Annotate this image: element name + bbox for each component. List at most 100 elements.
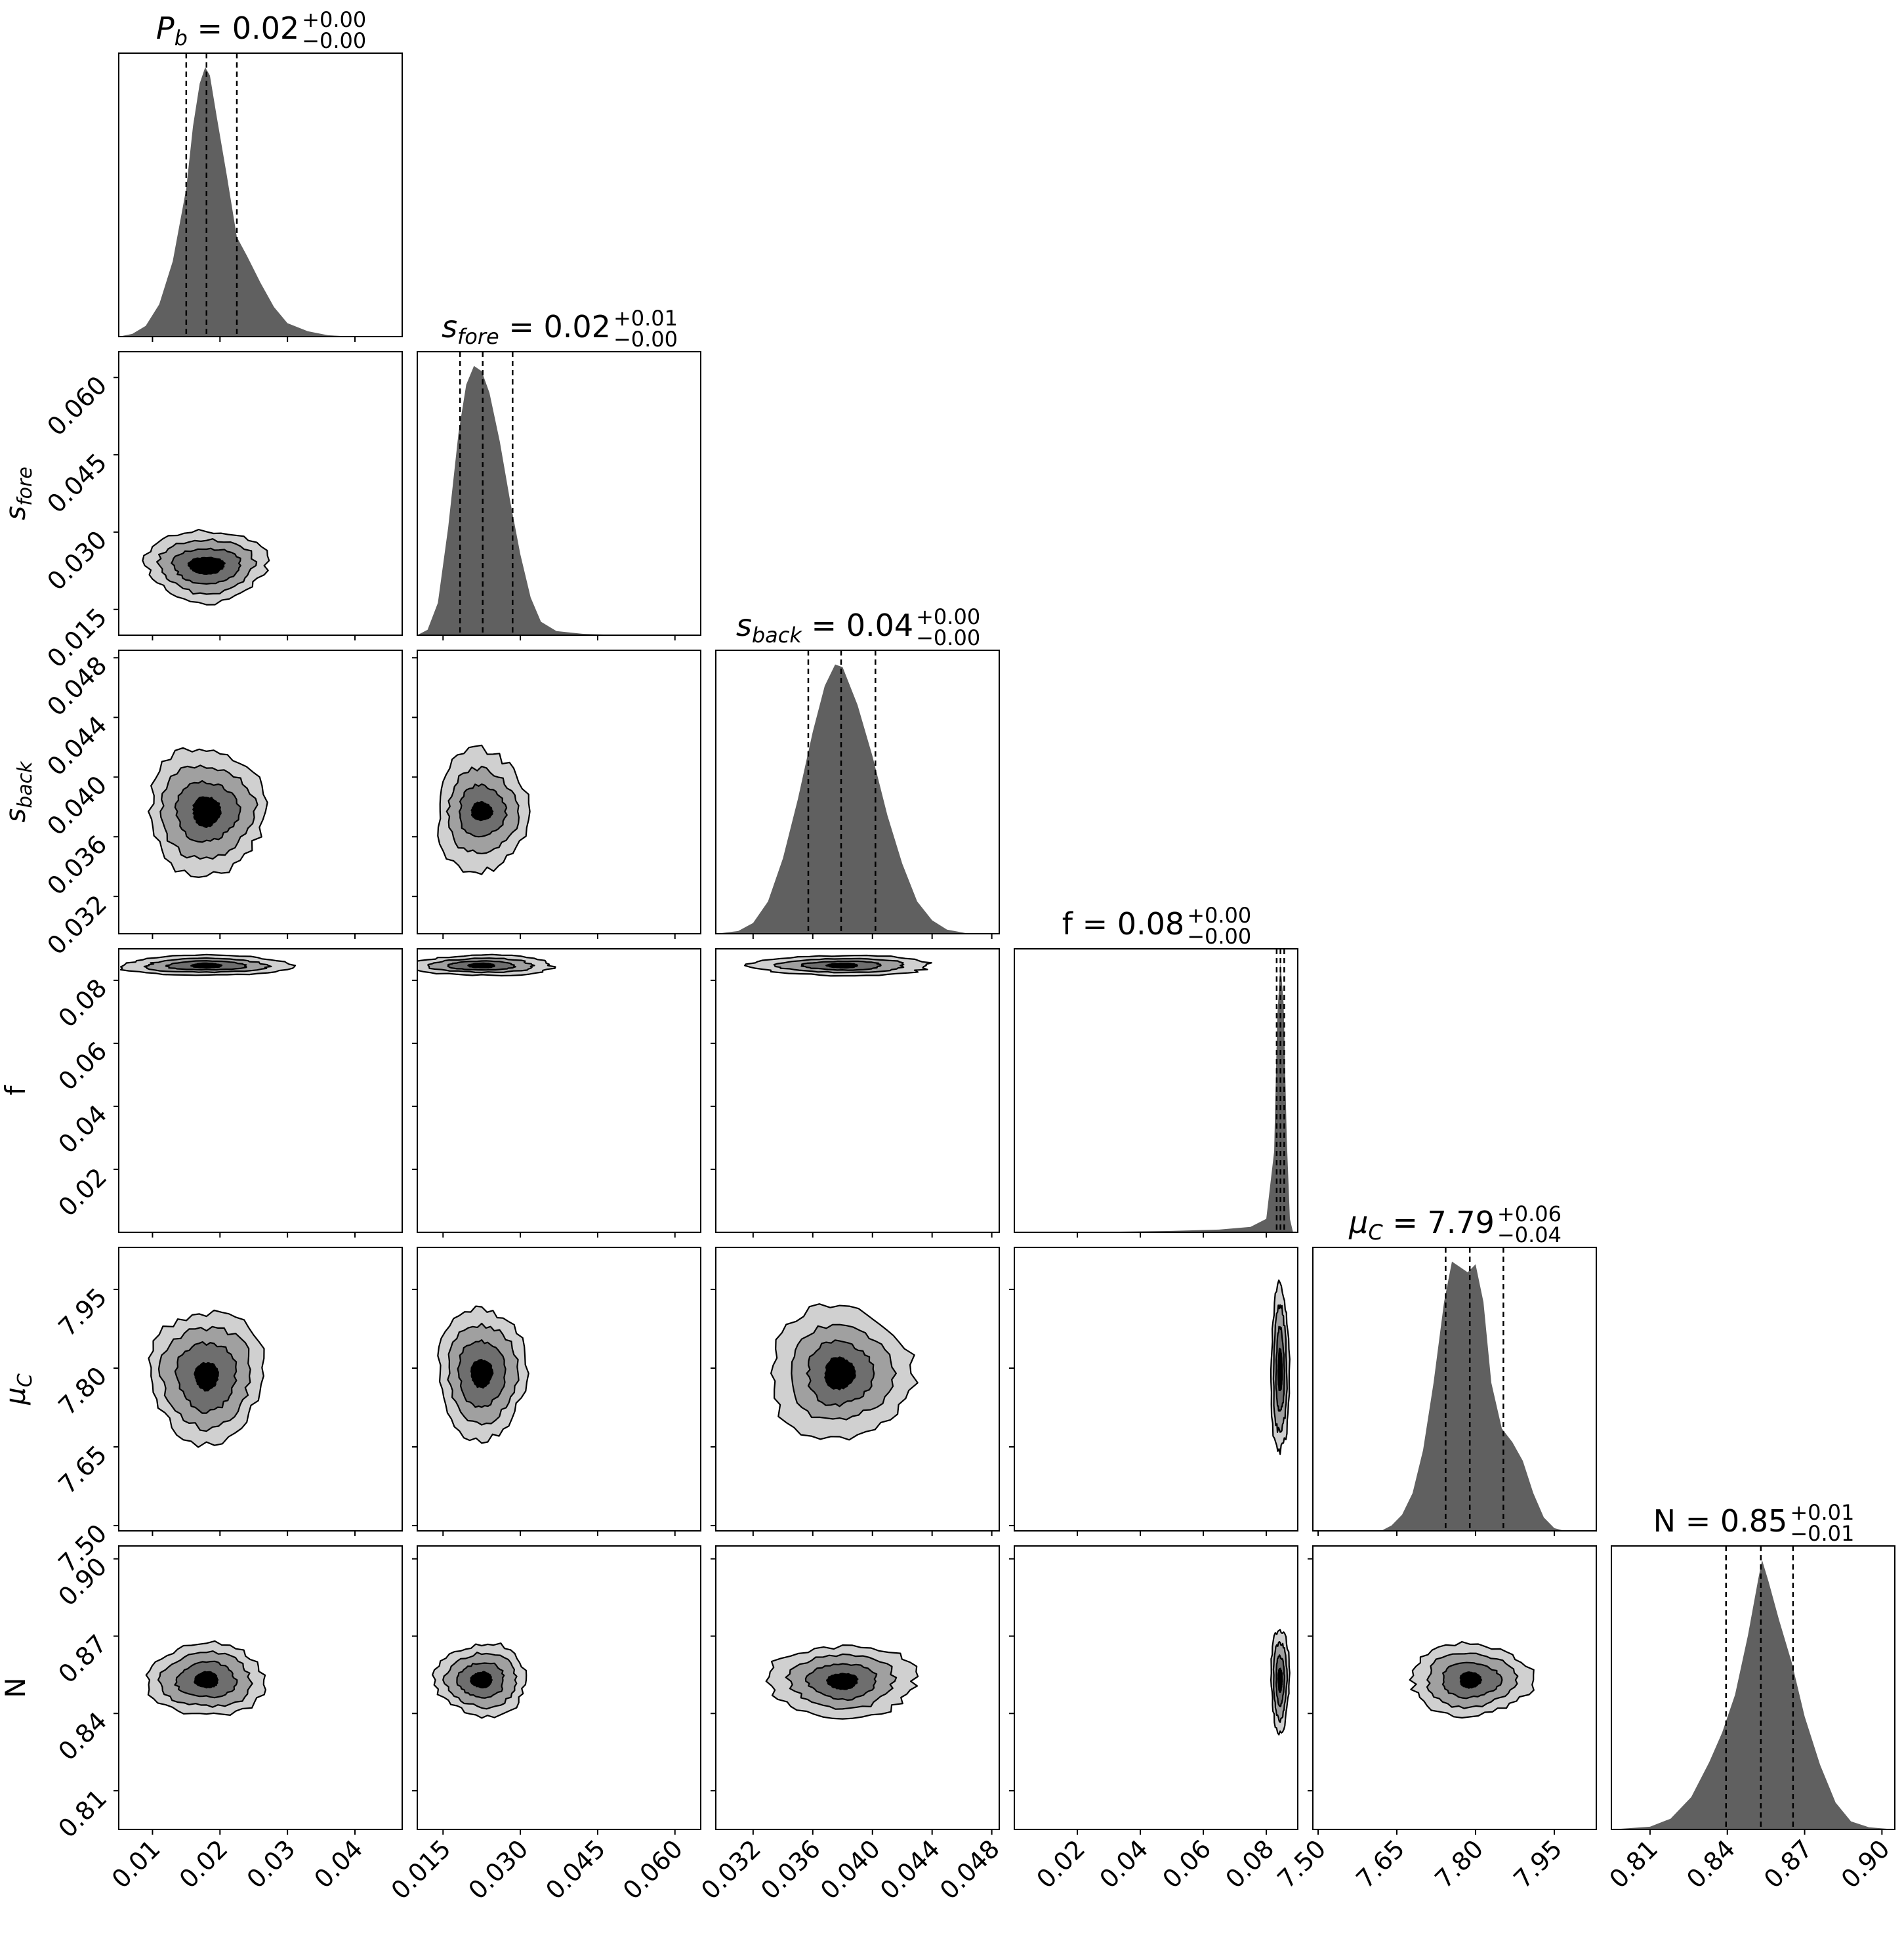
x-axis-label-symbol: μ bbox=[1438, 1935, 1457, 1939]
y-axis-label-subscript: back bbox=[14, 761, 37, 808]
x-tick-label-muc: 7.65 bbox=[1350, 1834, 1410, 1894]
contour-level-4 bbox=[192, 796, 222, 828]
x-tick-label-n: 0.87 bbox=[1758, 1834, 1818, 1894]
panel-content bbox=[744, 954, 932, 977]
panel-content bbox=[1611, 1546, 1895, 1829]
y-axis-label-n: N bbox=[0, 1677, 31, 1698]
title-minus-error: −0.00 bbox=[916, 625, 980, 650]
panel-content bbox=[148, 747, 268, 878]
contour-level-4 bbox=[187, 556, 226, 575]
panel-frame bbox=[1611, 1545, 1895, 1830]
y-axis-label-symbol: s bbox=[0, 808, 31, 823]
x-axis-label-sfore: sfore bbox=[532, 1935, 586, 1939]
title-value: 0.04 bbox=[846, 608, 913, 643]
panel-frame bbox=[417, 1247, 701, 1532]
y-tick-label-sback: 0.040 bbox=[41, 770, 112, 841]
title-param-subscript: C bbox=[1368, 1220, 1383, 1245]
panel-sfore-f bbox=[412, 948, 701, 1238]
x-axis-label-symbol: N bbox=[1743, 1935, 1763, 1939]
panel-content bbox=[1270, 1629, 1291, 1736]
y-axis-label-symbol: s bbox=[0, 506, 31, 520]
panel-frame bbox=[1014, 1545, 1298, 1830]
panel-content bbox=[148, 1309, 265, 1448]
panel-frame bbox=[118, 1545, 403, 1830]
title-minus-error: −0.00 bbox=[302, 28, 366, 53]
title-param-subscript: b bbox=[175, 26, 188, 51]
panel-frame bbox=[715, 1545, 1000, 1830]
panel-content bbox=[1014, 949, 1298, 1232]
histogram-sback bbox=[716, 664, 999, 934]
contour-level-4 bbox=[470, 1358, 494, 1389]
x-axis-label-symbol: f bbox=[1151, 1935, 1162, 1939]
title-value: 0.85 bbox=[1720, 1503, 1787, 1539]
panel-frame bbox=[417, 351, 701, 636]
panel-background bbox=[119, 352, 402, 635]
title-plus-error: +0.01 bbox=[613, 306, 678, 331]
panel-content bbox=[437, 1305, 529, 1444]
x-tick-label-sfore: 0.015 bbox=[386, 1834, 457, 1905]
y-tick-label-sback: 0.044 bbox=[41, 711, 112, 782]
panel-sfore-sback bbox=[412, 650, 701, 939]
x-tick-label-n: 0.84 bbox=[1681, 1834, 1741, 1894]
y-axis-label-symbol: f bbox=[0, 1085, 31, 1095]
histogram-pb bbox=[119, 67, 402, 337]
x-axis-label-muc: μC bbox=[1438, 1935, 1470, 1939]
contour-level-4 bbox=[824, 1356, 856, 1390]
panel-pb-sback bbox=[114, 650, 403, 939]
x-tick-label-sfore: 0.060 bbox=[617, 1834, 688, 1905]
x-axis-label-f: f bbox=[1151, 1935, 1162, 1939]
panel-frame bbox=[118, 1247, 403, 1532]
title-param-symbol: N bbox=[1653, 1503, 1676, 1539]
panel-frame bbox=[1312, 1545, 1597, 1830]
panel-background bbox=[119, 949, 402, 1232]
panel-frame bbox=[118, 650, 403, 934]
title-equals: = bbox=[1676, 1503, 1720, 1539]
title-muc: μC = 7.79 bbox=[1348, 1205, 1495, 1245]
panel-frame bbox=[417, 1545, 701, 1830]
panel-frame bbox=[1312, 1247, 1597, 1532]
y-tick-label-f: 0.04 bbox=[52, 1099, 112, 1159]
x-axis-label-n: N bbox=[1743, 1935, 1763, 1939]
y-tick-label-sback: 0.032 bbox=[41, 889, 112, 960]
title-n: N = 0.85 bbox=[1653, 1503, 1788, 1539]
histogram-muc bbox=[1313, 1261, 1596, 1531]
panel-frame bbox=[118, 52, 403, 337]
contour-level-4 bbox=[826, 1673, 859, 1690]
panel-sback-sback bbox=[715, 650, 1000, 939]
y-tick-label-muc: 7.80 bbox=[52, 1361, 112, 1421]
panel-f-f bbox=[1014, 948, 1298, 1238]
title-param-symbol: s bbox=[736, 608, 752, 643]
title-minus-error: −0.00 bbox=[613, 327, 678, 352]
panel-frame bbox=[715, 948, 1000, 1233]
panel-muc-muc bbox=[1312, 1247, 1597, 1536]
title-spacer: = bbox=[802, 608, 846, 643]
panel-pb-n bbox=[114, 1545, 403, 1835]
x-tick-label-n: 0.90 bbox=[1836, 1834, 1895, 1894]
x-tick-label-muc: 7.80 bbox=[1429, 1834, 1489, 1894]
title-sfore: sfore = 0.02 bbox=[442, 309, 611, 349]
panel-content bbox=[417, 352, 701, 635]
x-tick-label-f: 0.06 bbox=[1157, 1834, 1216, 1894]
y-tick-label-muc: 7.95 bbox=[52, 1282, 112, 1342]
contour-level-4 bbox=[1277, 1667, 1283, 1694]
x-tick-label-f: 0.02 bbox=[1031, 1834, 1090, 1894]
panel-frame bbox=[118, 351, 403, 636]
panel-frame bbox=[1014, 1247, 1298, 1532]
x-axis-label-sback: sback bbox=[827, 1935, 889, 1939]
panel-content bbox=[145, 1640, 266, 1716]
contour-level-4 bbox=[825, 963, 858, 969]
contour-level-4 bbox=[470, 1671, 493, 1689]
y-tick-label-sfore: 0.060 bbox=[41, 371, 112, 442]
x-tick-label-pb: 0.02 bbox=[174, 1834, 234, 1894]
panel-sfore-muc bbox=[412, 1247, 701, 1536]
panel-pb-sfore bbox=[114, 351, 403, 640]
y-tick-label-sback: 0.036 bbox=[41, 829, 112, 900]
y-axis-label-sfore: sfore bbox=[0, 467, 37, 520]
panel-content bbox=[119, 953, 297, 976]
panel-pb-pb bbox=[118, 52, 403, 342]
panel-content bbox=[142, 528, 270, 606]
panel-frame bbox=[417, 948, 701, 1233]
x-tick-label-sback: 0.048 bbox=[934, 1834, 1005, 1905]
panel-background bbox=[1014, 1546, 1298, 1829]
panel-frame bbox=[715, 1247, 1000, 1532]
